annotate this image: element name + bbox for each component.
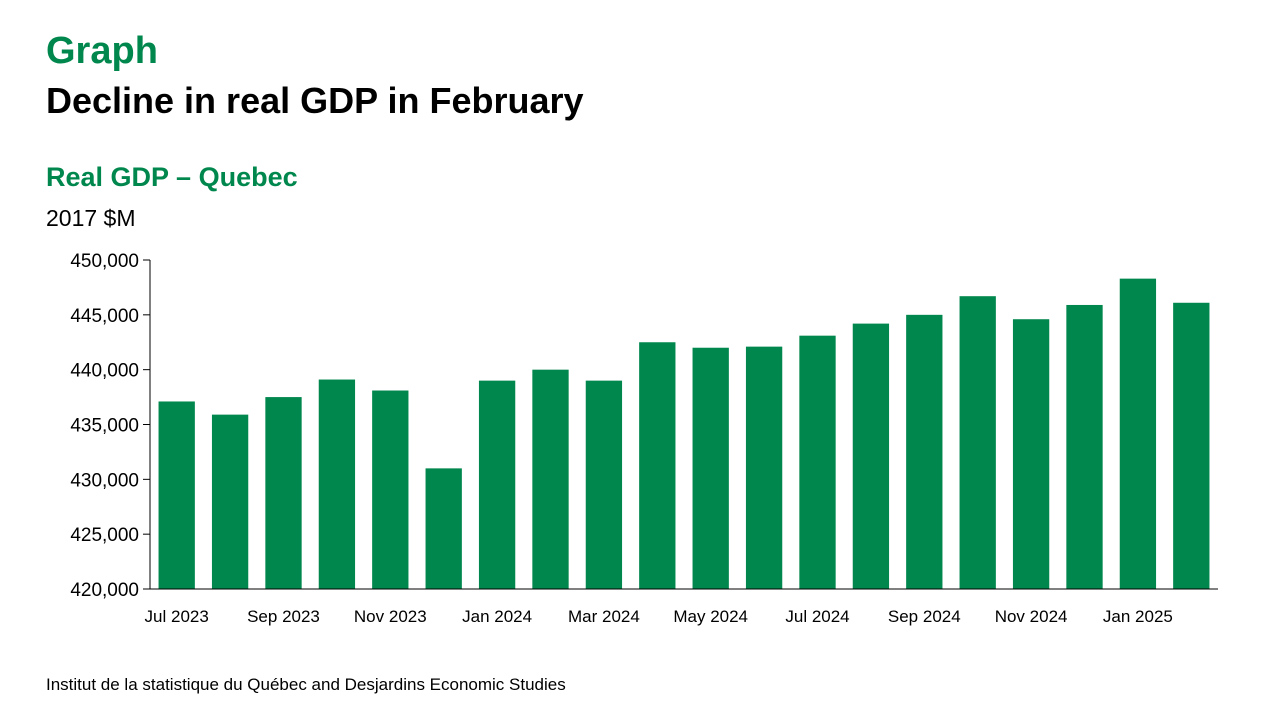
x-tick-label: Sep 2023 [247,607,320,626]
y-tick-label: 435,000 [70,416,139,437]
bar-oct-2024 [959,296,996,589]
bar-feb-2025 [1173,302,1210,589]
x-tick-label: Nov 2023 [354,607,427,626]
bar-aug-2024 [852,323,890,589]
bar-dec-2023 [425,468,462,589]
bar-dec-2024 [1066,304,1103,589]
bar-feb-2024 [532,369,569,589]
page-title: Decline in real GDP in February [46,80,584,121]
y-tick-label: 445,000 [70,306,139,327]
x-tick-label: Sep 2024 [888,607,961,626]
x-tick-label: Nov 2024 [995,607,1068,626]
x-tick-label: May 2024 [673,607,748,626]
y-tick-label: 420,000 [70,580,139,601]
source-note: Institut de la statistique du Québec and… [46,675,566,694]
bar-nov-2023 [372,390,409,589]
bar-sep-2024 [906,314,943,589]
graph-kicker: Graph [46,30,158,72]
y-tick-label: 440,000 [70,361,139,382]
bar-jul-2024 [799,335,836,589]
y-tick-label: 425,000 [70,525,139,546]
x-tick-label: Jan 2025 [1103,607,1173,626]
x-tick-label: Jul 2023 [145,607,209,626]
bar-aug-2023 [211,414,249,589]
chart-title: Real GDP – Quebec [46,162,298,192]
bar-sep-2023 [265,397,302,589]
y-tick-label: 430,000 [70,470,139,491]
y-tick-label: 450,000 [70,251,139,272]
bar-mar-2024 [585,380,623,589]
bar-jan-2024 [478,380,516,589]
bar-oct-2023 [318,379,356,589]
bar-apr-2024 [639,342,676,589]
x-tick-label: Mar 2024 [568,607,640,626]
bar-nov-2024 [1012,319,1050,589]
bar-jun-2024 [745,346,783,589]
x-tick-label: Jul 2024 [785,607,849,626]
y-axis-unit-label: 2017 $M [46,205,136,231]
bar-jan-2025 [1119,278,1157,589]
bar-jul-2023 [158,401,195,589]
bar-may-2024 [692,347,729,589]
x-tick-label: Jan 2024 [462,607,532,626]
